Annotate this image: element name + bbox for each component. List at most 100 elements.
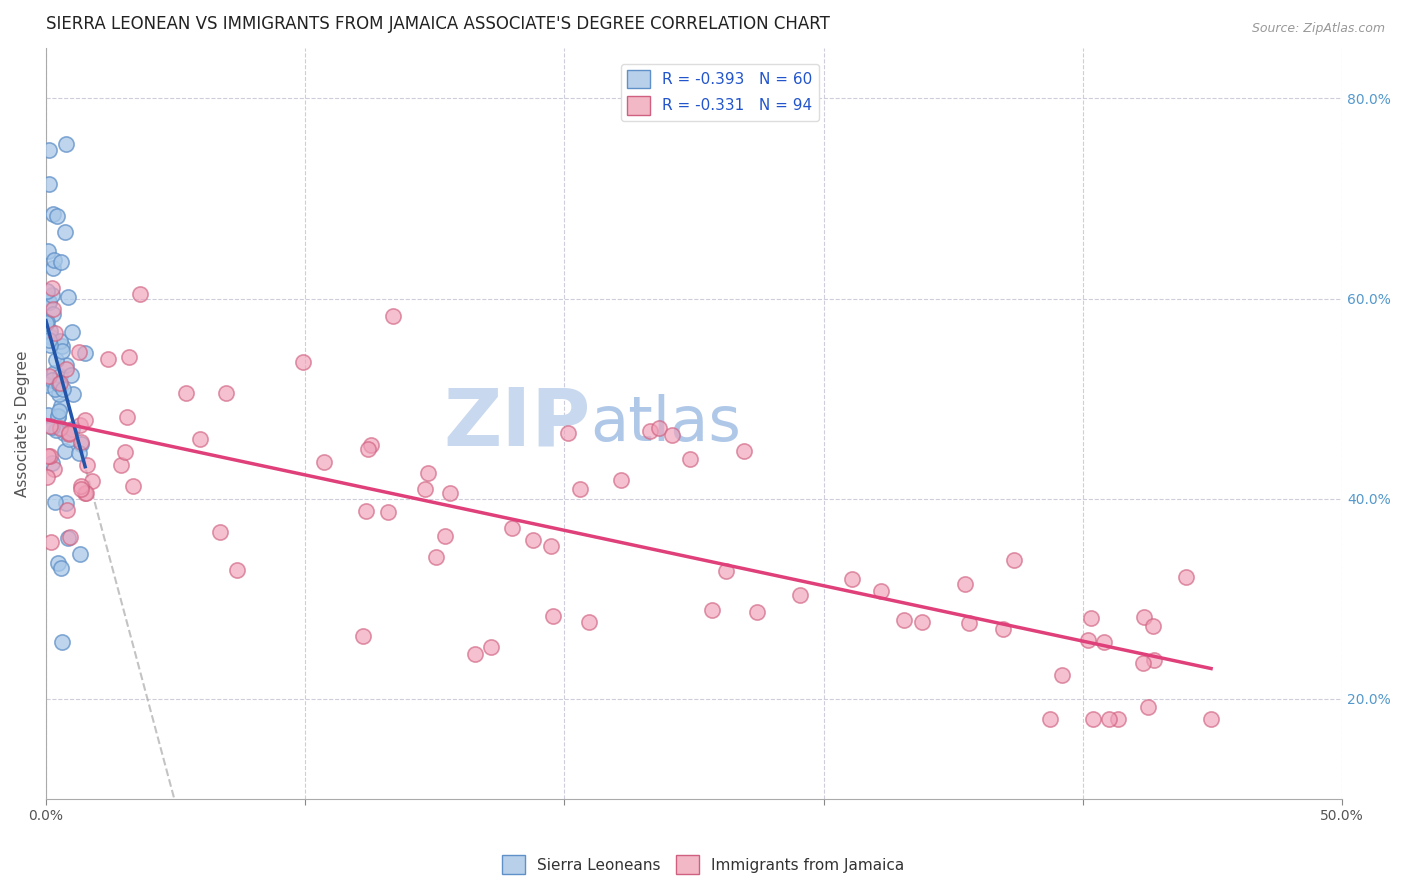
Point <box>569 482 592 496</box>
Point <box>955 576 977 591</box>
Point <box>73 486 96 500</box>
Point <box>1143 652 1166 666</box>
Point <box>352 629 374 643</box>
Legend: Sierra Leoneans, Immigrants from Jamaica: Sierra Leoneans, Immigrants from Jamaica <box>496 849 910 880</box>
Point <box>62 387 84 401</box>
Point <box>70 437 93 451</box>
Point <box>357 442 380 457</box>
Point <box>67 345 90 359</box>
Point <box>648 420 671 434</box>
Point <box>39 338 62 352</box>
Point <box>55 361 77 376</box>
Point <box>82 474 104 488</box>
Point <box>540 539 562 553</box>
Point <box>52 382 75 396</box>
Point <box>75 413 97 427</box>
Point <box>41 329 63 343</box>
Point <box>41 280 63 294</box>
Point <box>41 373 63 387</box>
Point <box>870 583 893 598</box>
Point <box>425 550 447 565</box>
Point <box>42 253 65 268</box>
Point <box>41 261 63 276</box>
Point <box>58 426 80 441</box>
Point <box>46 409 69 424</box>
Point <box>110 458 132 472</box>
Point <box>578 615 600 629</box>
Point <box>557 425 579 440</box>
Point <box>1107 712 1129 726</box>
Point <box>44 495 66 509</box>
Point <box>69 417 91 432</box>
Point <box>35 315 58 329</box>
Point <box>291 355 314 369</box>
Point <box>55 495 77 509</box>
Point <box>51 339 73 353</box>
Point <box>464 647 486 661</box>
Point <box>48 376 70 391</box>
Point <box>75 486 97 500</box>
Point <box>41 535 63 549</box>
Point <box>67 446 90 460</box>
Point <box>1050 667 1073 681</box>
Point <box>56 503 79 517</box>
Point <box>37 409 59 423</box>
Point <box>522 533 544 548</box>
Point <box>35 317 58 331</box>
Point <box>1136 699 1159 714</box>
Point <box>38 334 60 348</box>
Point <box>121 479 143 493</box>
Point <box>377 505 399 519</box>
Text: ZIP: ZIP <box>443 384 591 463</box>
Point <box>733 444 755 458</box>
Point <box>702 603 724 617</box>
Point <box>70 482 93 496</box>
Point <box>1199 712 1222 726</box>
Point <box>70 434 93 449</box>
Point <box>638 424 661 438</box>
Point <box>1092 635 1115 649</box>
Point <box>1098 712 1121 726</box>
Point <box>51 399 73 413</box>
Point <box>679 452 702 467</box>
Point <box>911 615 934 630</box>
Point <box>39 418 62 433</box>
Point <box>1133 610 1156 624</box>
Point <box>48 376 70 390</box>
Point <box>1142 618 1164 632</box>
Point <box>46 557 69 571</box>
Point <box>479 640 502 654</box>
Point <box>46 409 69 424</box>
Point <box>360 438 382 452</box>
Point <box>41 301 63 316</box>
Point <box>53 444 76 458</box>
Text: SIERRA LEONEAN VS IMMIGRANTS FROM JAMAICA ASSOCIATE'S DEGREE CORRELATION CHART: SIERRA LEONEAN VS IMMIGRANTS FROM JAMAIC… <box>46 15 830 33</box>
Point <box>115 410 138 425</box>
Point <box>118 350 141 364</box>
Point <box>661 428 683 442</box>
Point <box>60 326 83 340</box>
Point <box>37 449 59 463</box>
Point <box>413 483 436 497</box>
Point <box>39 449 62 463</box>
Point <box>1039 712 1062 726</box>
Point <box>354 504 377 518</box>
Point <box>543 608 565 623</box>
Point <box>41 419 63 434</box>
Point <box>51 255 73 269</box>
Point <box>993 622 1015 636</box>
Point <box>747 605 769 619</box>
Point <box>38 143 60 157</box>
Point <box>312 455 335 469</box>
Point <box>1077 633 1099 648</box>
Point <box>58 290 80 304</box>
Point <box>51 634 73 648</box>
Point <box>38 324 60 338</box>
Point <box>53 425 76 440</box>
Point <box>38 295 60 310</box>
Point <box>789 588 811 602</box>
Point <box>1080 611 1102 625</box>
Point <box>41 456 63 470</box>
Point <box>38 368 60 383</box>
Point <box>226 564 249 578</box>
